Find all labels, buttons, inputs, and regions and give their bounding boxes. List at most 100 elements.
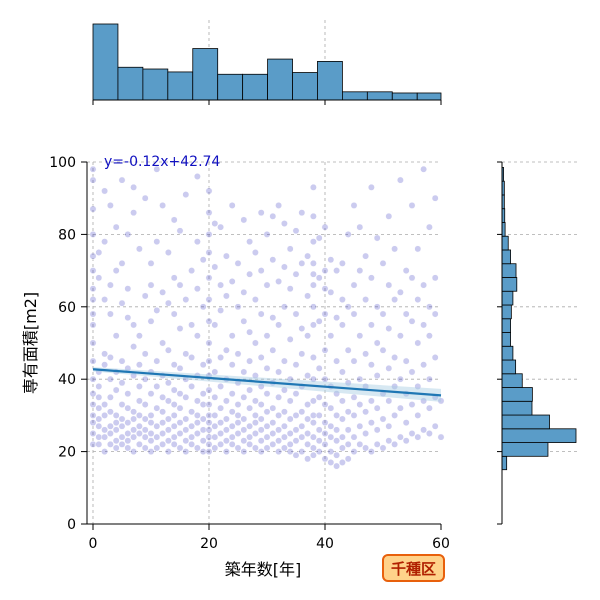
scatter-point	[141, 415, 149, 423]
scatter-point	[240, 393, 248, 401]
scatter-point	[101, 401, 109, 408]
scatter-point	[182, 393, 190, 401]
scatter-point	[280, 220, 288, 227]
scatter-point	[437, 433, 445, 441]
scatter-point	[182, 296, 190, 304]
scatter-point	[251, 444, 259, 452]
scatter-point	[234, 350, 242, 358]
top-histogram-bar	[92, 23, 119, 101]
scatter-point	[263, 444, 271, 452]
scatter-point	[118, 415, 126, 423]
scatter-point	[431, 310, 439, 318]
scatter-point	[89, 285, 97, 293]
scatter-point	[199, 401, 207, 408]
scatter-point	[176, 227, 184, 235]
scatter-point	[396, 375, 404, 383]
scatter-point	[159, 339, 167, 347]
scatter-point	[292, 451, 300, 459]
scatter-point	[309, 419, 317, 427]
scatter-point	[263, 230, 271, 238]
scatter-point	[286, 448, 294, 456]
scatter-point	[135, 430, 143, 437]
scatter-point	[95, 415, 103, 423]
scatter-point	[106, 430, 114, 437]
scatter-point	[159, 288, 167, 296]
scatter-point	[315, 317, 323, 325]
scatter-point	[170, 274, 178, 282]
right-histogram-ticks	[497, 161, 502, 525]
scatter-point	[298, 433, 306, 441]
scatter-point	[367, 361, 375, 369]
top-histogram-ticks	[92, 100, 442, 105]
scatter-point	[321, 419, 329, 427]
scatter-point	[327, 288, 335, 296]
scatter-point	[338, 321, 346, 329]
scatter-point	[327, 448, 335, 456]
scatter-point	[188, 267, 196, 275]
scatter-point	[275, 393, 283, 401]
scatter-point	[367, 397, 375, 405]
scatter-point	[350, 310, 358, 318]
scatter-point	[263, 408, 271, 416]
scatter-point	[263, 332, 271, 340]
scatter-point	[333, 451, 341, 459]
scatter-point	[327, 459, 335, 466]
scatter-point	[170, 433, 178, 441]
scatter-point	[141, 444, 149, 452]
scatter-point	[292, 270, 300, 278]
scatter-point	[222, 448, 230, 456]
scatter-point	[251, 419, 259, 427]
scatter-point	[321, 430, 329, 437]
scatter-point	[425, 375, 433, 383]
scatter-point	[257, 382, 265, 390]
scatter-point	[193, 411, 201, 419]
y-tick-label: 60	[58, 300, 76, 316]
scatter-point	[95, 440, 103, 448]
scatter-point	[257, 415, 265, 423]
scatter-point	[188, 354, 196, 361]
scatter-point	[217, 223, 225, 231]
scatter-point	[101, 411, 109, 419]
scatter-point	[396, 176, 404, 184]
scatter-point	[164, 448, 172, 456]
scatter-point	[193, 397, 201, 405]
right-histogram-bar	[501, 455, 508, 471]
scatter-point	[182, 191, 190, 199]
scatter-point	[193, 332, 201, 340]
scatter-point	[246, 357, 254, 365]
scatter-point	[106, 440, 114, 448]
top-histogram-bars	[92, 23, 442, 101]
scatter-point	[350, 357, 358, 365]
scatter-point	[344, 303, 352, 311]
scatter-point	[379, 259, 387, 267]
scatter-point	[112, 437, 120, 445]
scatter-point	[124, 390, 132, 398]
scatter-point	[199, 361, 207, 369]
right-histogram-bar	[501, 359, 517, 375]
scatter-point	[280, 433, 288, 441]
scatter-point	[391, 411, 399, 419]
scatter-point	[269, 212, 277, 220]
scatter-point	[118, 259, 126, 267]
scatter-point	[153, 444, 161, 452]
scatter-point	[118, 440, 126, 448]
scatter-point	[286, 375, 294, 383]
scatter-point	[141, 194, 149, 202]
scatter-point	[164, 299, 172, 307]
scatter-point	[182, 350, 190, 358]
scatter-point	[431, 274, 439, 282]
scatter-point	[333, 426, 341, 434]
scatter-point	[292, 437, 300, 445]
scatter-point	[269, 256, 277, 264]
scatter-point	[431, 422, 439, 430]
top-histogram-bar	[391, 92, 418, 101]
scatter-point	[338, 444, 346, 452]
scatter-point	[437, 397, 445, 405]
scatter-point	[188, 382, 196, 390]
scatter-point	[89, 310, 97, 318]
right-histogram-bar	[501, 263, 517, 278]
scatter-point	[228, 390, 236, 398]
scatter-point	[396, 332, 404, 340]
scatter-point	[112, 267, 120, 275]
